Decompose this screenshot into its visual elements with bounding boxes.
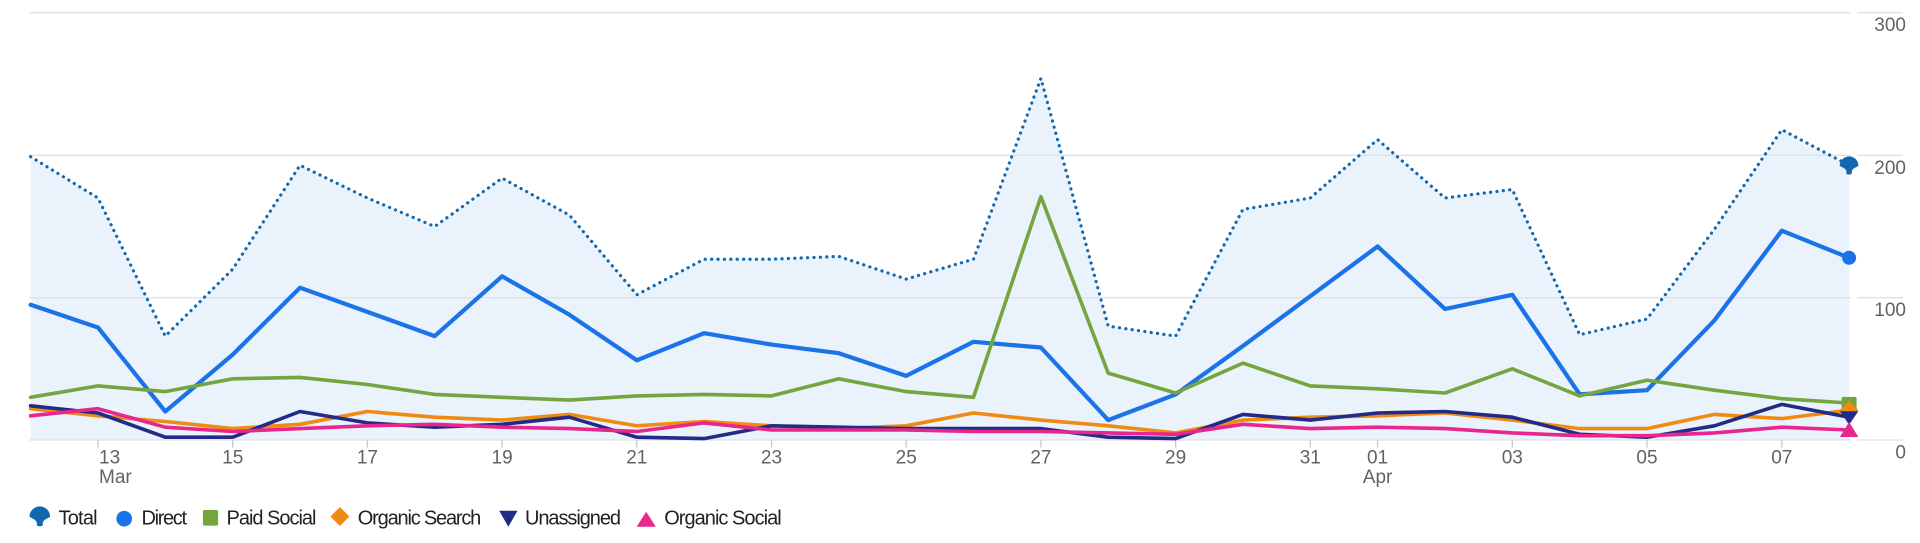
svg-text:29: 29 [1165,448,1186,469]
svg-text:21: 21 [626,448,647,469]
svg-text:Mar: Mar [99,467,132,488]
svg-text:13: 13 [99,448,120,469]
svg-text:Organic Search: Organic Search [358,508,482,530]
svg-text:25: 25 [896,448,917,469]
svg-text:23: 23 [761,448,782,469]
svg-text:Organic Social: Organic Social [664,508,782,530]
svg-text:0: 0 [1895,443,1906,464]
svg-text:19: 19 [492,448,513,469]
svg-text:Direct: Direct [142,508,188,530]
svg-text:17: 17 [357,448,378,469]
svg-text:200: 200 [1874,158,1906,179]
svg-text:31: 31 [1300,448,1321,469]
svg-text:15: 15 [222,448,243,469]
svg-text:Total: Total [59,508,98,530]
svg-text:Apr: Apr [1363,467,1393,488]
svg-text:03: 03 [1502,448,1523,469]
svg-text:Paid Social: Paid Social [227,508,317,530]
svg-text:01: 01 [1367,448,1388,469]
svg-text:300: 300 [1874,15,1906,36]
svg-text:27: 27 [1030,448,1051,469]
svg-text:100: 100 [1874,300,1906,321]
svg-text:07: 07 [1771,448,1792,469]
svg-text:Unassigned: Unassigned [525,508,621,530]
svg-text:05: 05 [1636,448,1657,469]
